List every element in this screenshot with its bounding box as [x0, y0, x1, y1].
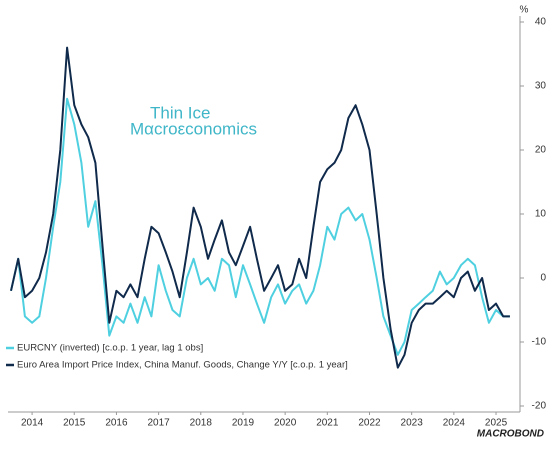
x-tick-label: 2015	[63, 418, 86, 429]
x-tick-label: 2025	[485, 418, 508, 429]
series-line	[10, 97, 510, 356]
x-tick-label: 2017	[147, 418, 170, 429]
y-tick-label: 10	[535, 209, 547, 220]
y-unit: %	[520, 5, 529, 16]
x-tick-label: 2023	[401, 418, 424, 429]
x-tick-label: 2016	[105, 418, 128, 429]
source-logo: MACROBOND	[477, 429, 544, 440]
y-tick-label: -10	[532, 337, 547, 348]
x-tick-label: 2022	[358, 418, 381, 429]
x-tick-label: 2014	[21, 418, 44, 429]
y-tick-label: 30	[535, 81, 547, 92]
logo-line1: Thin Ice	[150, 103, 210, 122]
x-tick-label: 2018	[190, 418, 213, 429]
y-tick-label: -20	[532, 401, 547, 412]
y-tick-label: 20	[535, 145, 547, 156]
x-tick-label: 2024	[443, 418, 466, 429]
x-tick-label: 2021	[316, 418, 339, 429]
x-tick-label: 2020	[274, 418, 297, 429]
legend-label: EURCNY (inverted) [c.o.p. 1 year, lag 1 …	[17, 343, 203, 354]
y-tick-label: 40	[535, 17, 547, 28]
series-line	[10, 46, 510, 369]
y-tick-label: 0	[540, 273, 546, 284]
legend-label: Euro Area Import Price Index, China Manu…	[17, 360, 348, 371]
x-tick-label: 2019	[232, 418, 255, 429]
logo-line2: Mαcroεconomics	[130, 119, 257, 138]
